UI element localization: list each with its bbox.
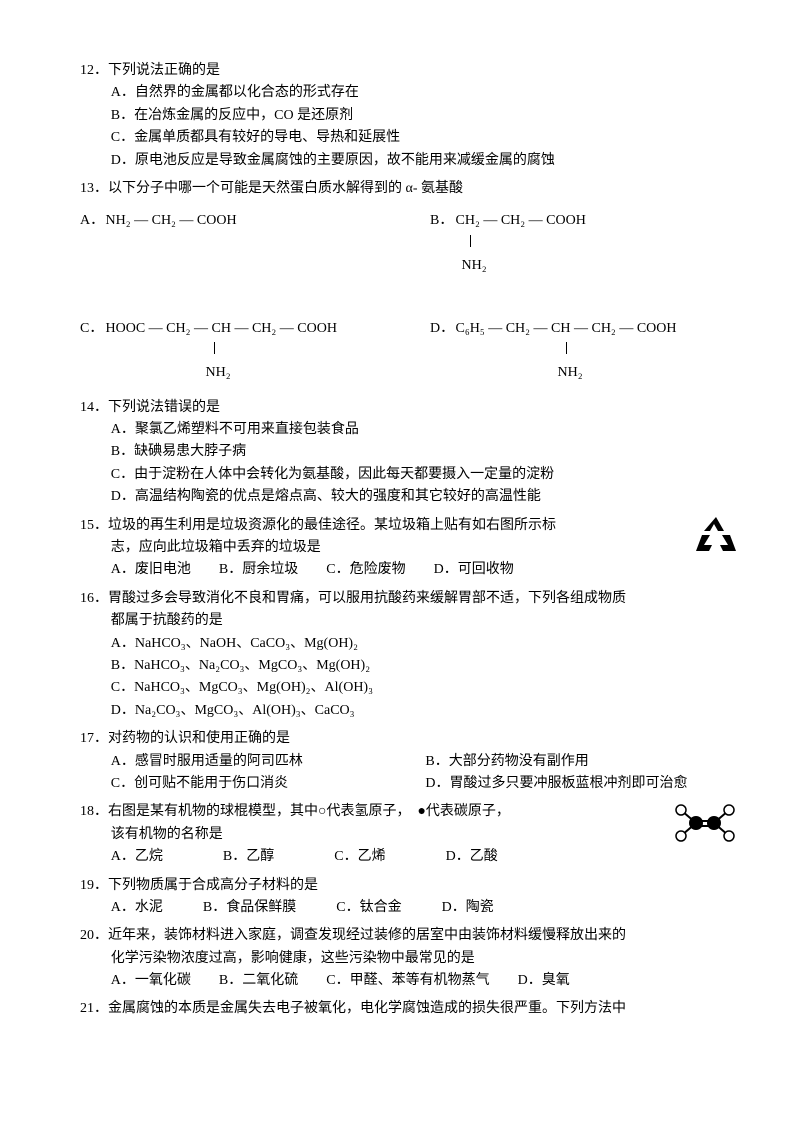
q18-stem-2: 该有机物的名称是 [80, 824, 740, 846]
q19-opt-c: C．钛合金 [336, 897, 401, 919]
q16-opt-c: C．NaHCO₃、MgCO₃、Mg(OH)₂、Al(OH)₃ [111, 677, 740, 699]
q18-opt-b: B．乙醇 [223, 846, 274, 868]
q12-opt-d: D．原电池反应是导致金属腐蚀的主要原因，故不能用来减缓金属的腐蚀 [111, 150, 740, 172]
bond-line-icon [470, 235, 471, 247]
q13-row-ab: A． NH₂ — CH₂ — COOH B． CH₂ — CH₂ — COOH … [80, 210, 740, 277]
q13-c-formula: HOOC — CH₂ — CH — CH₂ — COOH [106, 321, 337, 336]
q13-d-sub: NH₂ [558, 365, 583, 380]
bond-line-icon [566, 342, 567, 354]
question-20: 20．近年来，装饰材料进入家庭，调查发现经过装修的居室中由装饰材料缓慢释放出来的… [80, 925, 740, 992]
q13-b-formula: CH₂ — CH₂ — COOH [456, 213, 586, 228]
q14-opt-b: B．缺碘易患大脖子病 [111, 441, 740, 463]
question-19: 19．下列物质属于合成高分子材料的是 A．水泥 B．食品保鲜膜 C．钛合金 D．… [80, 875, 740, 920]
q17-stem: 17．对药物的认识和使用正确的是 [80, 728, 740, 750]
question-21: 21．金属腐蚀的本质是金属失去电子被氧化，电化学腐蚀造成的损失很严重。下列方法中 [80, 998, 740, 1020]
question-15: 15．垃圾的再生利用是垃圾资源化的最佳途径。某垃圾箱上贴有如右图所示标 志，应向… [80, 515, 740, 582]
q12-options: A．自然界的金属都以化合态的形式存在 B．在冶炼金属的反应中，CO 是还原剂 C… [80, 82, 740, 172]
q20-opt-c: C．甲醛、苯等有机物蒸气 [326, 970, 489, 992]
q13-opt-a: A． NH₂ — CH₂ — COOH [80, 210, 390, 277]
q12-opt-a: A．自然界的金属都以化合态的形式存在 [111, 82, 740, 104]
q19-stem: 19．下列物质属于合成高分子材料的是 [80, 875, 740, 897]
q16-stem-1: 16．胃酸过多会导致消化不良和胃痛，可以服用抗酸药来缓解胃部不适，下列各组成物质 [80, 588, 740, 610]
recycle-icon [692, 515, 740, 559]
q14-opt-d: D．高温结构陶瓷的优点是熔点高、较大的强度和其它较好的高温性能 [111, 486, 740, 508]
q19-opt-a: A．水泥 [111, 897, 163, 919]
question-16: 16．胃酸过多会导致消化不良和胃痛，可以服用抗酸药来缓解胃部不适，下列各组成物质… [80, 588, 740, 722]
q17-opt-a: A．感冒时服用适量的阿司匹林 [111, 751, 426, 773]
q16-opt-b: B．NaHCO₃、Na₂CO₃、MgCO₃、Mg(OH)₂ [111, 655, 740, 677]
question-17: 17．对药物的认识和使用正确的是 A．感冒时服用适量的阿司匹林 B．大部分药物没… [80, 728, 740, 795]
q14-options: A．聚氯乙烯塑料不可用来直接包装食品 B．缺碘易患大脖子病 C．由于淀粉在人体中… [80, 419, 740, 509]
molecule-icon [670, 801, 740, 845]
q20-stem-1: 20．近年来，装饰材料进入家庭，调查发现经过装修的居室中由装饰材料缓慢释放出来的 [80, 925, 740, 947]
q19-options: A．水泥 B．食品保鲜膜 C．钛合金 D．陶瓷 [80, 897, 740, 919]
bond-line-icon [214, 342, 215, 354]
q13-d-label: D． [430, 318, 452, 340]
q13-opt-c: C． HOOC — CH₂ — CH — CH₂ — COOH NH₂ [80, 318, 390, 385]
q15-opt-c: C．危险废物 [326, 559, 405, 581]
q18-options: A．乙烷 B．乙醇 C．乙烯 D．乙酸 [80, 846, 740, 868]
q13-opt-d: D． C₆H₅ — CH₂ — CH — CH₂ — COOH NH₂ [430, 318, 740, 385]
q20-options: A．一氧化碳 B．二氧化硫 C．甲醛、苯等有机物蒸气 D．臭氧 [80, 970, 740, 992]
q20-stem-2: 化学污染物浓度过高，影响健康，这些污染物中最常见的是 [80, 948, 740, 970]
q20-opt-b: B．二氧化硫 [219, 970, 298, 992]
q21-stem: 21．金属腐蚀的本质是金属失去电子被氧化，电化学腐蚀造成的损失很严重。下列方法中 [80, 998, 740, 1020]
q13-a-formula: NH₂ — CH₂ — COOH [106, 213, 237, 228]
question-13: 13．以下分子中哪一个可能是天然蛋白质水解得到的 α- 氨基酸 A． NH₂ —… [80, 178, 740, 385]
question-18: 18．右图是某有机物的球棍模型，其中○代表氢原子， ●代表碳原子， 该有机物的名… [80, 801, 740, 868]
q15-stem-1: 15．垃圾的再生利用是垃圾资源化的最佳途径。某垃圾箱上贴有如右图所示标 [80, 515, 740, 537]
q20-opt-d: D．臭氧 [518, 970, 570, 992]
q15-opt-a: A．废旧电池 [111, 559, 191, 581]
question-14: 14．下列说法错误的是 A．聚氯乙烯塑料不可用来直接包装食品 B．缺碘易患大脖子… [80, 397, 740, 509]
q18-opt-c: C．乙烯 [334, 846, 385, 868]
q13-a-label: A． [80, 210, 102, 232]
q13-d-formula: C₆H₅ — CH₂ — CH — CH₂ — COOH [456, 321, 677, 336]
q17-opt-c: C．创可贴不能用于伤口消炎 [111, 773, 426, 795]
q16-options: A．NaHCO₃、NaOH、CaCO₃、Mg(OH)₂ B．NaHCO₃、Na₂… [80, 633, 740, 723]
q17-opt-b: B．大部分药物没有副作用 [425, 751, 740, 773]
q18-stem-1: 18．右图是某有机物的球棍模型，其中○代表氢原子， ●代表碳原子， [80, 801, 740, 823]
q12-opt-b: B．在冶炼金属的反应中，CO 是还原剂 [111, 105, 740, 127]
q16-opt-d: D．Na₂CO₃、MgCO₃、Al(OH)₃、CaCO₃ [111, 700, 740, 722]
q19-opt-b: B．食品保鲜膜 [203, 897, 296, 919]
q13-b-sub: NH₂ [462, 258, 487, 273]
question-12: 12．下列说法正确的是 A．自然界的金属都以化合态的形式存在 B．在冶炼金属的反… [80, 60, 740, 172]
q15-opt-b: B．厨余垃圾 [219, 559, 298, 581]
q12-stem: 12．下列说法正确的是 [80, 60, 740, 82]
q17-opt-d: D．胃酸过多只要冲服板蓝根冲剂即可治愈 [425, 773, 740, 795]
q15-opt-d: D．可回收物 [434, 559, 514, 581]
q15-options: A．废旧电池 B．厨余垃圾 C．危险废物 D．可回收物 [80, 559, 740, 581]
q12-opt-c: C．金属单质都具有较好的导电、导热和延展性 [111, 127, 740, 149]
q13-stem: 13．以下分子中哪一个可能是天然蛋白质水解得到的 α- 氨基酸 [80, 178, 740, 200]
q16-stem-2: 都属于抗酸药的是 [80, 610, 740, 632]
q13-opt-b: B． CH₂ — CH₂ — COOH NH₂ [430, 210, 740, 277]
q13-row-cd: C． HOOC — CH₂ — CH — CH₂ — COOH NH₂ D． C… [80, 318, 740, 385]
q18-opt-a: A．乙烷 [111, 846, 163, 868]
q13-b-label: B． [430, 210, 452, 232]
q18-opt-d: D．乙酸 [446, 846, 498, 868]
q17-options: A．感冒时服用适量的阿司匹林 B．大部分药物没有副作用 C．创可贴不能用于伤口消… [80, 751, 740, 796]
q14-stem: 14．下列说法错误的是 [80, 397, 740, 419]
q14-opt-a: A．聚氯乙烯塑料不可用来直接包装食品 [111, 419, 740, 441]
q13-c-label: C． [80, 318, 102, 340]
q14-opt-c: C．由于淀粉在人体中会转化为氨基酸，因此每天都要摄入一定量的淀粉 [111, 464, 740, 486]
q20-opt-a: A．一氧化碳 [111, 970, 191, 992]
q19-opt-d: D．陶瓷 [442, 897, 494, 919]
q16-opt-a: A．NaHCO₃、NaOH、CaCO₃、Mg(OH)₂ [111, 633, 740, 655]
q13-c-sub: NH₂ [206, 365, 231, 380]
q15-stem-2: 志，应向此垃圾箱中丢弃的垃圾是 [80, 537, 740, 559]
